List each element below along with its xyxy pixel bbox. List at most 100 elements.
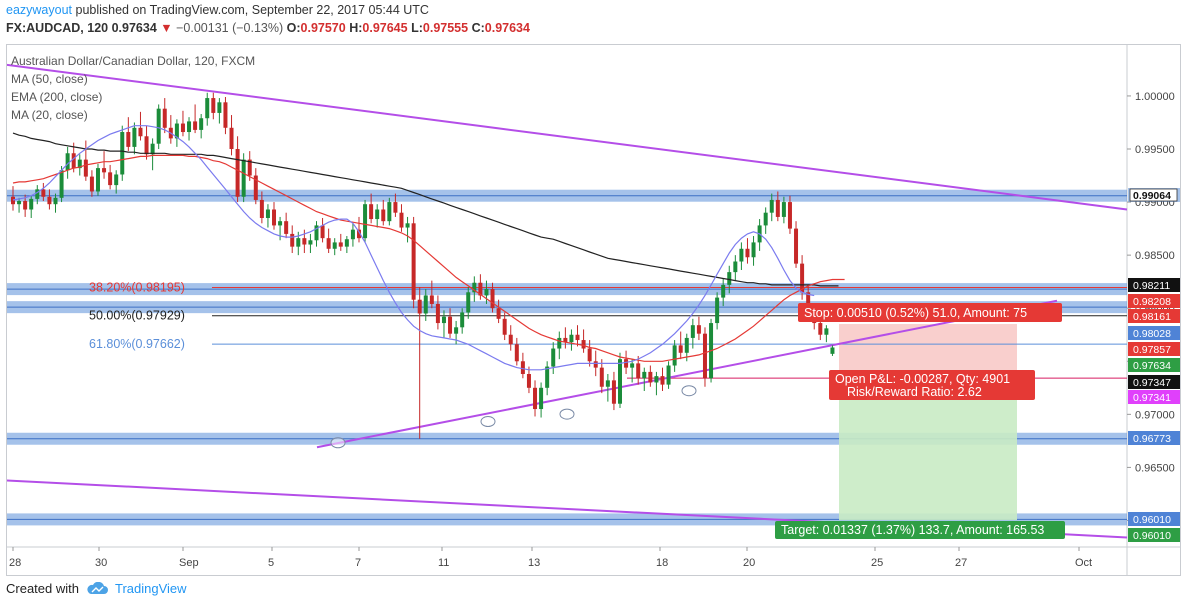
price-tag xyxy=(1128,390,1180,404)
x-tick-label: Sep xyxy=(179,557,199,569)
candle-down xyxy=(11,196,15,205)
tradingview-link[interactable]: TradingView xyxy=(114,581,187,596)
x-tick-label: 7 xyxy=(355,557,361,569)
candle-up xyxy=(363,204,368,239)
footer: Created with TradingView xyxy=(6,581,187,596)
candle-up xyxy=(187,121,192,133)
candle-down xyxy=(229,127,234,150)
candle-down xyxy=(526,374,531,388)
tradingview-cloud-icon xyxy=(87,581,108,594)
price-tag xyxy=(1128,358,1180,372)
candle-down xyxy=(253,175,258,200)
candle-down xyxy=(660,376,665,385)
candle-up xyxy=(350,229,355,240)
ohlc-low-label: L: xyxy=(411,21,423,35)
candle-down xyxy=(599,367,604,387)
candle-up xyxy=(332,242,337,249)
trendline xyxy=(7,63,1128,211)
symbol-name: FX:AUDCAD, 120 xyxy=(6,21,109,35)
candle-up xyxy=(472,282,477,293)
price-tag xyxy=(1128,512,1180,526)
candle-down xyxy=(320,225,325,239)
candle-up xyxy=(630,363,635,368)
candle-down xyxy=(794,228,799,264)
candle-down xyxy=(180,123,185,133)
price-chart[interactable]: 1.000000.995000.990000.985000.980000.975… xyxy=(7,45,1180,575)
candle-up xyxy=(241,159,246,197)
candle-down xyxy=(108,172,113,186)
candle-up xyxy=(29,198,34,210)
candle-down xyxy=(520,361,525,375)
candle-down xyxy=(593,361,598,368)
candle-down xyxy=(247,159,252,176)
price-tag xyxy=(1128,528,1180,542)
ema200-line xyxy=(12,132,839,287)
candle-up xyxy=(769,199,774,213)
price-tag xyxy=(1128,431,1180,445)
candle-down xyxy=(806,292,811,312)
candle-down xyxy=(648,371,653,383)
candle-down xyxy=(787,202,792,229)
candle-up xyxy=(763,212,768,226)
candle-up xyxy=(405,223,410,228)
ohlc-high-label: H: xyxy=(349,21,363,35)
candle-up xyxy=(199,118,204,130)
ma20-line xyxy=(12,125,815,371)
candle-up xyxy=(308,240,313,245)
candle-down xyxy=(678,345,683,353)
candle-down xyxy=(71,153,76,169)
candle-down xyxy=(41,189,46,197)
swing-low-marker xyxy=(480,416,496,428)
candle-down xyxy=(126,132,131,147)
candle-up xyxy=(387,202,392,222)
candle-down xyxy=(138,127,143,137)
candle-down xyxy=(47,196,52,205)
author-link[interactable]: eazywayout xyxy=(6,3,73,17)
candle-down xyxy=(624,359,629,368)
candle-down xyxy=(144,136,149,155)
candle-up xyxy=(265,209,270,218)
candle-down xyxy=(575,334,580,341)
candle-up xyxy=(684,337,689,353)
candle-up xyxy=(654,376,659,383)
candle-down xyxy=(533,387,538,410)
ohlc-open-value: 0.97570 xyxy=(300,21,346,35)
y-tick-label: 0.97000 xyxy=(1135,409,1175,421)
candle-up xyxy=(53,197,58,205)
fib-level-label: 61.80%(0.97662) xyxy=(89,337,185,351)
price-tag-text: 0.98161 xyxy=(1133,311,1171,323)
candle-up xyxy=(715,297,720,324)
x-tick-label: 18 xyxy=(656,557,668,569)
x-tick-label: 25 xyxy=(871,557,883,569)
candle-down xyxy=(508,334,513,345)
stop-info-box xyxy=(798,303,1062,322)
x-tick-label: 13 xyxy=(528,557,540,569)
candle-up xyxy=(314,225,319,241)
price-tag-text: 0.97347 xyxy=(1133,377,1171,389)
candle-up xyxy=(441,316,446,324)
candle-down xyxy=(417,299,422,314)
stop-loss-area xyxy=(839,324,1017,379)
candle-up xyxy=(35,189,40,199)
candle-down xyxy=(193,121,198,130)
candle-up xyxy=(77,159,82,169)
price-tag-text: 0.98208 xyxy=(1133,296,1171,308)
x-tick-label: 27 xyxy=(955,557,967,569)
candle-down xyxy=(514,344,519,362)
candle-down xyxy=(435,303,440,324)
chart-area[interactable]: 1.000000.995000.990000.985000.980000.975… xyxy=(6,44,1181,576)
price-tag xyxy=(1129,188,1178,202)
candle-down xyxy=(587,348,592,362)
candle-up xyxy=(618,359,622,404)
candle-down xyxy=(636,363,641,379)
candle-up xyxy=(539,387,544,410)
candle-up xyxy=(205,98,210,119)
y-tick-label: 0.99500 xyxy=(1135,144,1175,156)
candle-up xyxy=(605,380,610,387)
candle-up xyxy=(727,272,732,285)
fib-level-label: 50.00%(0.97929) xyxy=(89,309,185,323)
candle-down xyxy=(356,229,361,239)
candle-up xyxy=(454,327,459,334)
swing-low-marker xyxy=(330,437,346,449)
fib-level-label: 38.20%(0.98195) xyxy=(89,281,185,295)
